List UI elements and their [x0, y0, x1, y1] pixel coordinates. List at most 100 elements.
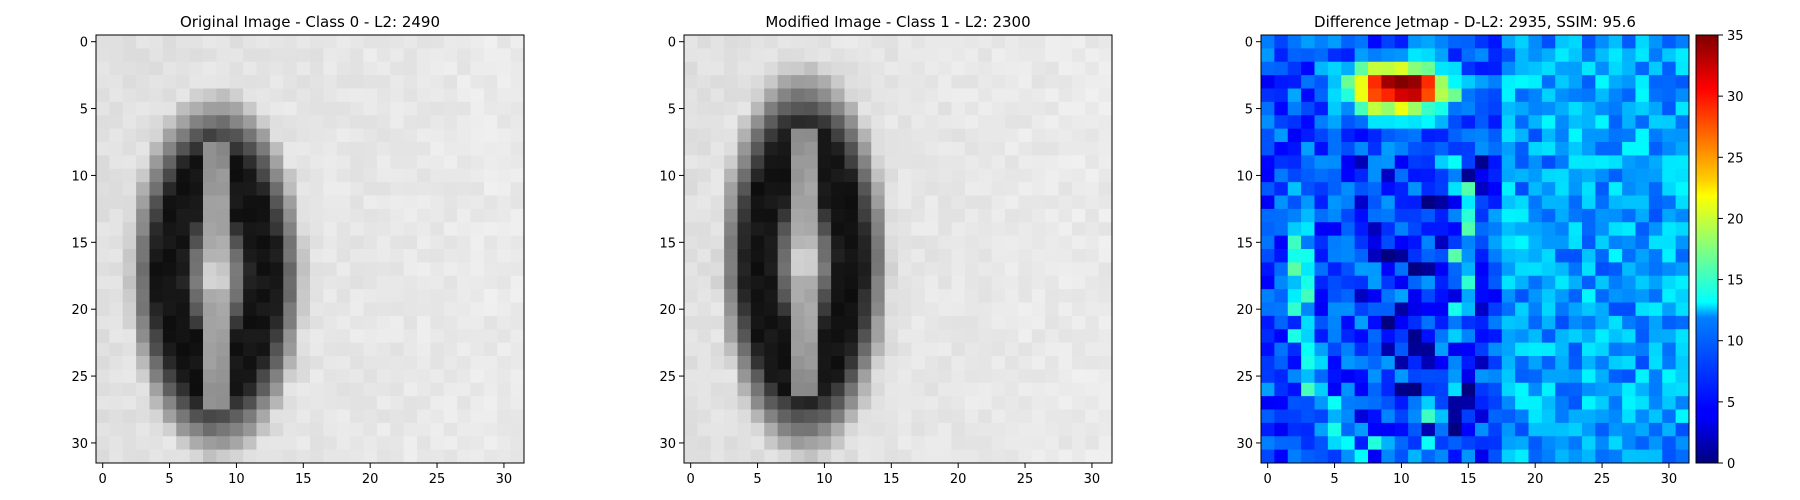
pixel-cell	[1635, 168, 1650, 183]
pixel-cell	[363, 356, 378, 370]
pixel-cell	[296, 88, 311, 103]
pixel-cell	[457, 48, 471, 63]
x-tick-label: 5	[165, 472, 173, 487]
pixel-cell	[363, 315, 378, 330]
pixel-cell	[871, 35, 886, 49]
pixel-cell	[1274, 168, 1289, 183]
pixel-cell	[203, 315, 217, 330]
pixel-cell	[1098, 369, 1113, 384]
pixel-cell	[1488, 382, 1503, 397]
pixel-cell	[1018, 115, 1033, 130]
pixel-cell	[1595, 356, 1610, 370]
x-tick-label: 30	[496, 472, 513, 487]
pixel-cell	[1287, 128, 1302, 143]
pixel-cell	[203, 329, 217, 344]
pixel-cell	[96, 195, 110, 210]
pixel-cell	[1501, 249, 1516, 263]
pixel-cell	[1058, 356, 1073, 370]
pixel-cell	[336, 168, 351, 183]
pixel-cell	[1354, 115, 1369, 130]
pixel-cell	[804, 289, 819, 303]
pixel-cell	[1421, 182, 1436, 196]
pixel-cell	[483, 422, 498, 437]
pixel-cell	[1327, 422, 1342, 437]
pixel-cell	[162, 436, 177, 451]
pixel-cell	[483, 155, 498, 170]
pixel-cell	[898, 61, 912, 76]
pixel-cell	[844, 75, 859, 89]
pixel-cell	[1005, 409, 1019, 424]
pixel-cell	[229, 101, 244, 116]
pixel-cell	[122, 168, 137, 183]
pixel-cell	[898, 182, 912, 196]
pixel-cell	[162, 262, 177, 277]
pixel-cell	[1595, 436, 1610, 451]
pixel-cell	[857, 409, 872, 424]
pixel-cell	[710, 61, 725, 76]
pixel-cell	[1421, 61, 1436, 76]
pixel-cell	[363, 369, 378, 384]
pixel-cell	[363, 422, 378, 437]
pixel-cell	[1501, 142, 1516, 156]
pixel-cell	[1461, 302, 1476, 317]
pixel-cell	[1274, 289, 1289, 303]
pixel-cell	[376, 369, 391, 384]
pixel-cell	[951, 409, 966, 424]
pixel-cell	[283, 289, 298, 303]
pixel-cell	[1595, 222, 1610, 237]
pixel-cell	[951, 396, 966, 410]
pixel-cell	[1394, 48, 1409, 63]
pixel-cell	[417, 422, 431, 437]
pixel-cell	[1058, 289, 1073, 303]
pixel-cell	[791, 182, 805, 196]
pixel-cell	[1448, 369, 1463, 384]
pixel-cell	[470, 329, 485, 344]
pixel-cell	[256, 449, 271, 464]
pixel-cell	[176, 436, 191, 451]
pixel-cell	[1595, 208, 1610, 223]
pixel-cell	[109, 382, 124, 397]
pixel-cell	[1314, 356, 1329, 370]
pixel-cell	[871, 75, 886, 89]
pixel-cell	[1421, 342, 1436, 357]
pixel-cell	[737, 409, 752, 424]
pixel-cell	[483, 235, 498, 250]
pixel-cell	[1675, 208, 1690, 223]
pixel-cell	[96, 128, 110, 143]
pixel-cell	[898, 449, 912, 464]
pixel-cell	[1045, 382, 1059, 397]
pixel-cell	[1058, 168, 1073, 183]
pixel-cell	[1475, 35, 1489, 49]
pixel-cell	[310, 155, 324, 170]
pixel-cell	[417, 382, 431, 397]
pixel-cell	[951, 329, 966, 344]
pixel-cell	[1354, 195, 1369, 210]
pixel-cell	[1662, 75, 1677, 89]
pixel-cell	[951, 302, 966, 317]
pixel-cell	[376, 382, 391, 397]
pixel-cell	[96, 289, 110, 303]
pixel-cell	[283, 101, 298, 116]
pixel-cell	[844, 396, 859, 410]
pixel-cell	[350, 409, 364, 424]
pixel-cell	[1528, 115, 1543, 130]
pixel-cell	[216, 396, 231, 410]
pixel-cell	[122, 235, 137, 250]
pixel-cell	[964, 75, 979, 89]
pixel-cell	[710, 356, 725, 370]
pixel-cell	[1341, 302, 1356, 317]
pixel-cell	[203, 61, 217, 76]
pixel-cell	[216, 382, 231, 397]
pixel-cell	[737, 369, 752, 384]
pixel-cell	[1031, 101, 1046, 116]
pixel-cell	[697, 275, 712, 290]
pixel-cell	[470, 155, 485, 170]
pixel-cell	[1501, 101, 1516, 116]
pixel-cell	[1261, 342, 1275, 357]
pixel-cell	[149, 302, 164, 317]
pixel-cell	[162, 155, 177, 170]
pixel-cell	[443, 436, 458, 451]
pixel-cell	[1662, 275, 1677, 290]
pixel-cell	[136, 275, 150, 290]
pixel-cell	[350, 222, 364, 237]
